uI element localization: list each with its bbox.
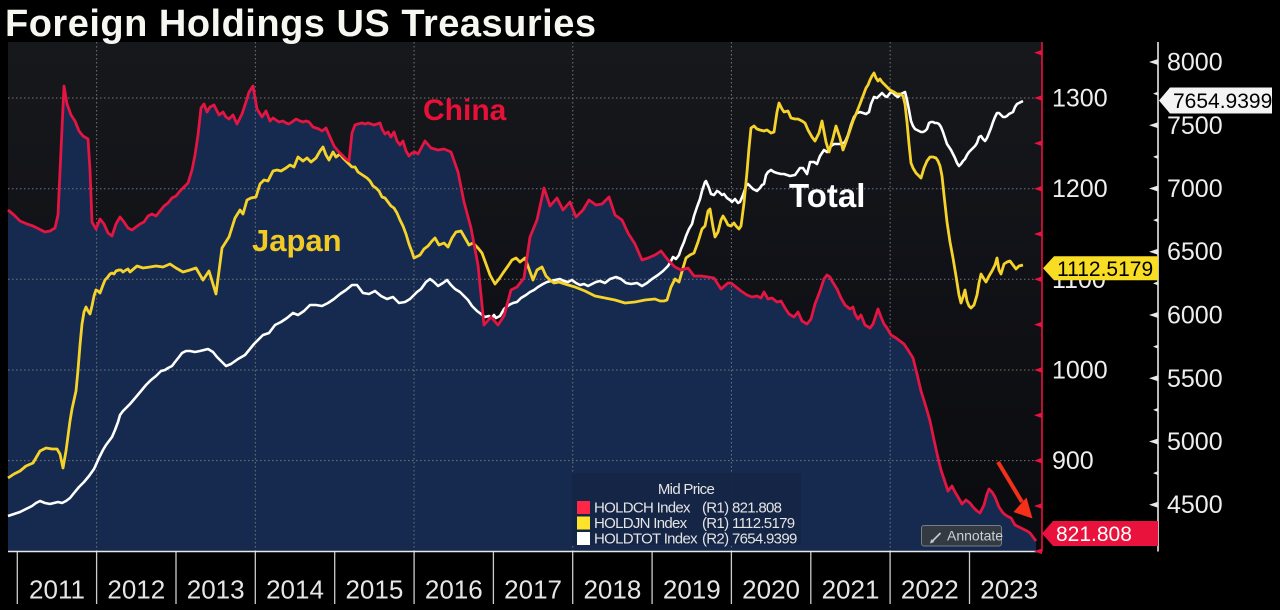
svg-text:1300: 1300 — [1052, 85, 1108, 113]
svg-text:Japan: Japan — [252, 223, 342, 258]
svg-text:4500: 4500 — [1167, 491, 1223, 519]
svg-text:7654.9399: 7654.9399 — [732, 531, 797, 548]
svg-text:7000: 7000 — [1167, 175, 1223, 203]
svg-text:HOLDTOT Index: HOLDTOT Index — [594, 531, 698, 548]
svg-text:2018: 2018 — [583, 575, 641, 605]
svg-text:Foreign Holdings US Treasuries: Foreign Holdings US Treasuries — [5, 3, 596, 45]
svg-text:2012: 2012 — [107, 575, 165, 605]
svg-text:2019: 2019 — [663, 575, 721, 605]
svg-text:HOLDJN Index: HOLDJN Index — [594, 515, 688, 532]
svg-text:Mid Price: Mid Price — [658, 481, 715, 498]
svg-text:2023: 2023 — [980, 575, 1038, 605]
svg-text:2021: 2021 — [822, 575, 880, 605]
svg-text:(R1): (R1) — [702, 500, 729, 517]
svg-text:1200: 1200 — [1052, 175, 1108, 203]
svg-text:2013: 2013 — [187, 575, 245, 605]
svg-text:8000: 8000 — [1167, 49, 1223, 77]
svg-text:China: China — [423, 94, 507, 127]
svg-text:2017: 2017 — [504, 575, 562, 605]
svg-text:HOLDCH Index: HOLDCH Index — [594, 500, 691, 517]
svg-text:5500: 5500 — [1167, 365, 1223, 393]
svg-text:6000: 6000 — [1167, 302, 1223, 330]
svg-text:7500: 7500 — [1167, 112, 1223, 140]
svg-text:(R1): (R1) — [702, 515, 729, 532]
svg-text:821.808: 821.808 — [732, 500, 782, 517]
svg-text:6500: 6500 — [1167, 238, 1223, 266]
svg-text:2020: 2020 — [742, 575, 800, 605]
svg-text:2011: 2011 — [29, 575, 85, 605]
svg-text:2015: 2015 — [345, 575, 403, 605]
svg-text:2022: 2022 — [901, 575, 959, 605]
svg-text:7654.9399: 7654.9399 — [1173, 90, 1272, 113]
svg-text:1112.5179: 1112.5179 — [1057, 258, 1153, 281]
svg-text:900: 900 — [1052, 447, 1094, 475]
svg-text:Annotate: Annotate — [947, 528, 1003, 544]
svg-text:5000: 5000 — [1167, 428, 1223, 456]
svg-text:2014: 2014 — [266, 575, 324, 605]
svg-text:1112.5179: 1112.5179 — [732, 515, 795, 532]
svg-text:(R2): (R2) — [702, 531, 729, 548]
svg-text:1000: 1000 — [1052, 357, 1108, 385]
svg-text:821.808: 821.808 — [1056, 523, 1132, 546]
svg-text:Total: Total — [789, 177, 865, 214]
svg-text:2016: 2016 — [425, 575, 483, 605]
